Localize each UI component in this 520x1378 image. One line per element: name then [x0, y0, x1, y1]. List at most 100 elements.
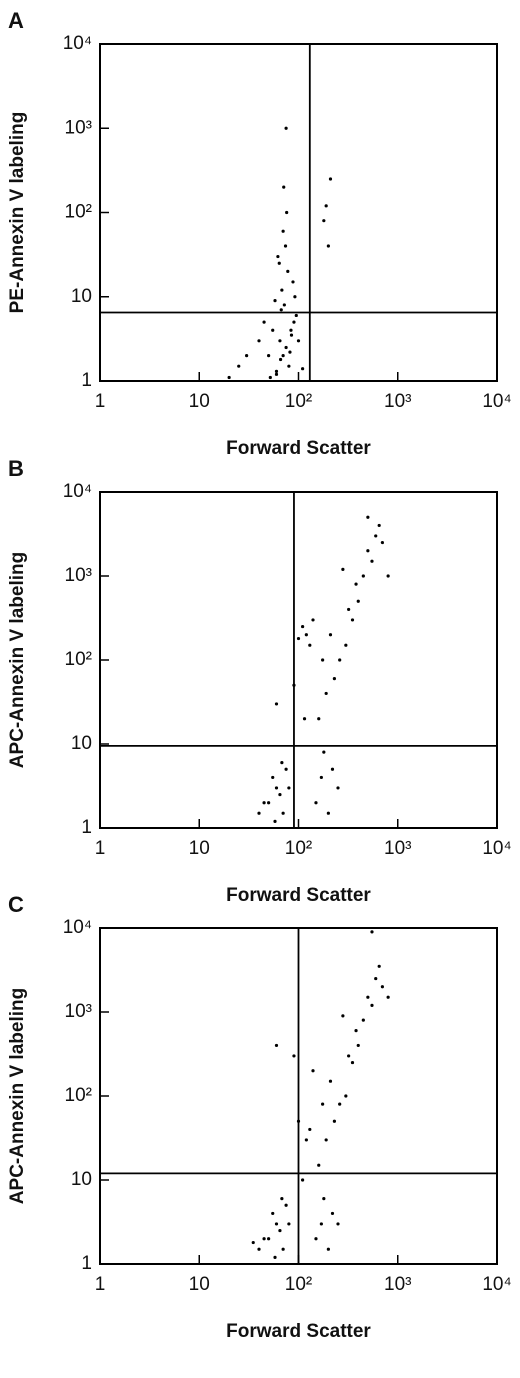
event-dot: [283, 244, 288, 248]
event-dot: [281, 354, 285, 358]
x-tick-label: 10³: [384, 838, 411, 859]
event-dot: [326, 811, 330, 815]
y-tick-label: 10²: [65, 202, 92, 223]
event-dot: [281, 229, 285, 233]
event-dot: [322, 750, 326, 754]
event-dot: [282, 303, 286, 307]
event-dot: [279, 308, 283, 312]
event-dot: [278, 339, 282, 343]
x-tick-label: 10²: [285, 1274, 312, 1295]
x-tick-label: 10: [189, 1274, 210, 1295]
event-dot: [324, 204, 328, 208]
event-dot: [330, 767, 335, 771]
x-tick-label: 10⁴: [482, 1274, 511, 1295]
event-dot: [354, 582, 358, 586]
event-dot: [347, 1054, 351, 1058]
event-dot: [336, 786, 340, 790]
event-dot: [273, 819, 277, 823]
event-dot: [301, 367, 305, 371]
event-dot: [328, 177, 333, 181]
event-dot: [370, 930, 374, 934]
event-dot: [308, 643, 312, 647]
event-dot: [271, 1211, 275, 1216]
event-dot: [274, 369, 279, 374]
event-dot: [257, 1247, 261, 1251]
event-dot: [386, 574, 390, 578]
event-dot: [347, 607, 351, 612]
plot-frame: [99, 491, 498, 829]
event-dot: [285, 210, 289, 215]
event-dot: [271, 775, 275, 780]
event-dot: [296, 339, 301, 343]
event-dot: [257, 811, 261, 815]
x-tick-label: 10³: [384, 1274, 411, 1295]
event-dot: [276, 254, 280, 259]
event-dot: [332, 677, 337, 681]
y-axis-label: APC-Annexin V labeling: [7, 552, 28, 768]
y-tick-label: 10: [71, 286, 92, 307]
y-tick-label: 10²: [65, 1085, 92, 1106]
event-dot: [370, 1003, 374, 1007]
event-dot: [317, 1163, 321, 1167]
event-dot: [386, 995, 390, 999]
event-dot: [268, 375, 272, 380]
y-tick-label: 10⁴: [63, 917, 92, 938]
event-dot: [288, 350, 292, 354]
y-tick-label: 1: [81, 817, 92, 838]
event-dot: [361, 1018, 365, 1022]
event-dot: [338, 1102, 342, 1106]
event-dot: [350, 1060, 355, 1065]
event-dot: [321, 658, 325, 662]
event-dot: [302, 717, 307, 721]
event-dot: [262, 320, 266, 324]
event-dot: [341, 567, 345, 571]
y-tick-label: 10³: [65, 1001, 92, 1022]
x-tick-label: 1: [95, 1274, 106, 1295]
event-dot: [287, 786, 291, 790]
y-tick-label: 10⁴: [63, 481, 92, 502]
event-dot: [319, 775, 323, 780]
event-dot: [317, 717, 321, 721]
event-dot: [257, 339, 261, 343]
event-dot: [304, 633, 308, 637]
event-dot: [296, 636, 301, 641]
x-tick-label: 1: [95, 391, 106, 412]
event-dot: [271, 328, 275, 332]
event-dot: [267, 1237, 271, 1241]
event-dot: [296, 1119, 301, 1123]
event-dot: [324, 691, 328, 696]
event-dot: [274, 702, 279, 706]
event-dot: [301, 624, 305, 629]
event-dot: [245, 354, 249, 358]
event-dot: [287, 1222, 291, 1226]
panel-label: B: [8, 456, 24, 481]
x-tick-label: 10³: [384, 391, 411, 412]
y-tick-label: 1: [81, 1253, 92, 1274]
x-tick-label: 10²: [285, 838, 312, 859]
event-dot: [267, 801, 271, 805]
event-dot: [292, 320, 296, 324]
event-dot: [336, 1222, 340, 1226]
event-dot: [281, 811, 285, 815]
event-dot: [377, 523, 381, 528]
event-dot: [284, 126, 288, 130]
y-tick-label: 10³: [65, 565, 92, 586]
event-dot: [366, 995, 370, 999]
event-dot: [370, 559, 374, 563]
y-tick-label: 10: [71, 733, 92, 754]
event-dot: [356, 1043, 360, 1048]
event-dot: [284, 767, 288, 771]
event-dot: [328, 633, 333, 637]
event-dot: [344, 1094, 348, 1098]
event-dot: [287, 364, 291, 368]
event-dot: [251, 1240, 255, 1245]
event-dot: [322, 219, 326, 223]
event-dot: [291, 280, 295, 284]
event-dot: [274, 1222, 279, 1226]
y-tick-label: 1: [81, 370, 92, 391]
event-dot: [366, 515, 370, 519]
x-tick-label: 10⁴: [482, 391, 511, 412]
event-dot: [289, 328, 293, 332]
y-tick-label: 10²: [65, 649, 92, 670]
y-axis-label: PE-Annexin V labeling: [7, 112, 28, 314]
